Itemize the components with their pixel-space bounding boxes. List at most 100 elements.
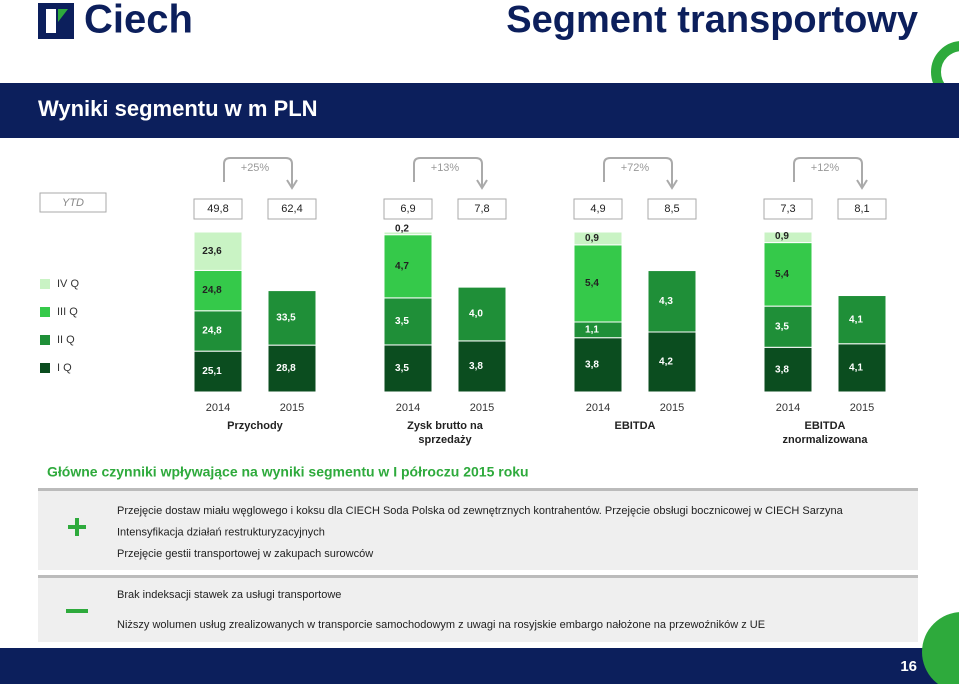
x-axis-title: EBITDA znormalizowana xyxy=(782,420,868,446)
decor-circle xyxy=(931,41,959,103)
subtitle-band xyxy=(0,83,959,138)
change-bg xyxy=(425,160,465,176)
bar-segment xyxy=(647,331,697,393)
change-arrowhead xyxy=(286,179,298,190)
value-label: 3,8 xyxy=(585,359,599,370)
total-box xyxy=(383,198,433,220)
change-arrowhead xyxy=(856,179,868,190)
period-label: YTD xyxy=(62,197,84,209)
bar-segment xyxy=(647,270,697,333)
value-label: 24,8 xyxy=(202,326,222,337)
total-label: 49,8 xyxy=(207,203,228,215)
total-box xyxy=(267,198,317,220)
value-label: 4,0 xyxy=(469,309,483,320)
change-label: +72% xyxy=(621,162,650,174)
bar-segment xyxy=(193,310,243,352)
factors-rule xyxy=(38,575,918,578)
change-arrow xyxy=(603,157,673,186)
total-box xyxy=(457,198,507,220)
change-arrow xyxy=(793,157,863,186)
bar-segment xyxy=(193,350,243,393)
x-tick-label: 2014 xyxy=(776,402,800,414)
x-tick-label: 2014 xyxy=(206,402,230,414)
value-label: 33,5 xyxy=(276,313,296,324)
value-label: 25,1 xyxy=(202,366,222,377)
value-label: 5,4 xyxy=(585,278,599,289)
value-label: 0,2 xyxy=(395,223,409,234)
logo-text: Ciech xyxy=(84,0,193,42)
x-tick-label: 2015 xyxy=(660,402,684,414)
change-bg xyxy=(805,160,845,176)
x-tick-label: 2015 xyxy=(280,402,304,414)
x-axis-title: Zysk brutto na sprzedaży xyxy=(407,420,483,446)
legend-label: IV Q xyxy=(57,278,79,290)
bar-segment xyxy=(383,297,433,346)
factor-positive: Przejęcie gestii transportowej w zakupac… xyxy=(117,548,373,560)
value-label: 3,5 xyxy=(395,316,409,327)
value-label: 24,8 xyxy=(202,285,222,296)
x-tick-label: 2014 xyxy=(396,402,420,414)
value-label: 4,7 xyxy=(395,261,409,272)
total-box xyxy=(837,198,887,220)
value-label: 23,6 xyxy=(202,246,222,257)
change-label: +25% xyxy=(241,162,270,174)
logo-mark xyxy=(58,9,68,22)
legend-swatch xyxy=(40,335,50,345)
plus-sign xyxy=(68,518,86,536)
total-label: 7,3 xyxy=(780,203,795,215)
value-label: 4,1 xyxy=(849,314,863,325)
value-label: 4,2 xyxy=(659,357,673,368)
legend-swatch xyxy=(40,307,50,317)
x-tick-label: 2015 xyxy=(470,402,494,414)
value-label: 3,8 xyxy=(469,361,483,372)
period-box xyxy=(39,192,107,213)
x-axis-title: Przychody xyxy=(227,420,283,432)
value-label: 3,8 xyxy=(775,364,789,375)
change-arrow xyxy=(413,157,483,186)
logo-mark xyxy=(46,9,56,33)
legend-label: I Q xyxy=(57,362,72,374)
value-label: 4,1 xyxy=(849,363,863,374)
value-label: 0,9 xyxy=(585,233,599,244)
total-label: 7,8 xyxy=(474,203,489,215)
logo: Ciech xyxy=(38,0,193,42)
total-box xyxy=(763,198,813,220)
factor-positive: Intensyfikacja działań restrukturyzacyjn… xyxy=(117,526,325,538)
decor-circle xyxy=(922,612,959,684)
value-label: 3,5 xyxy=(775,321,789,332)
bar-segment xyxy=(573,337,623,393)
subtitle: Wyniki segmentu w m PLN xyxy=(38,96,318,121)
bar-segment xyxy=(267,344,317,393)
page-number: 16 xyxy=(900,658,917,675)
legend-label: II Q xyxy=(57,334,75,346)
bar-segment xyxy=(457,286,507,342)
factors-box xyxy=(38,575,918,642)
change-label: +12% xyxy=(811,162,840,174)
legend-swatch xyxy=(40,363,50,373)
change-bg xyxy=(235,160,275,176)
bar-segment xyxy=(193,231,243,271)
factor-negative: Niższy wolumen usług zrealizowanych w tr… xyxy=(117,619,765,631)
factors-box xyxy=(38,488,918,570)
legend-swatch xyxy=(40,279,50,289)
value-label: 4,3 xyxy=(659,296,673,307)
slide-title: Segment transportowy xyxy=(506,0,918,41)
footer-band xyxy=(0,648,959,684)
bar-segment xyxy=(763,346,813,393)
bar-segment xyxy=(837,343,887,393)
bar-segment xyxy=(763,231,813,244)
bar-segment xyxy=(383,344,433,393)
change-arrow xyxy=(223,157,293,186)
bar-segment xyxy=(763,305,813,348)
total-box xyxy=(573,198,623,220)
bar-segment xyxy=(457,340,507,393)
total-label: 8,1 xyxy=(854,203,869,215)
bar-segment xyxy=(267,290,317,346)
change-arrowhead xyxy=(666,179,678,190)
bar-segment xyxy=(837,295,887,345)
factors-title: Główne czynniki wpływające na wyniki seg… xyxy=(47,464,529,480)
total-box xyxy=(647,198,697,220)
value-label: 5,4 xyxy=(775,269,789,280)
